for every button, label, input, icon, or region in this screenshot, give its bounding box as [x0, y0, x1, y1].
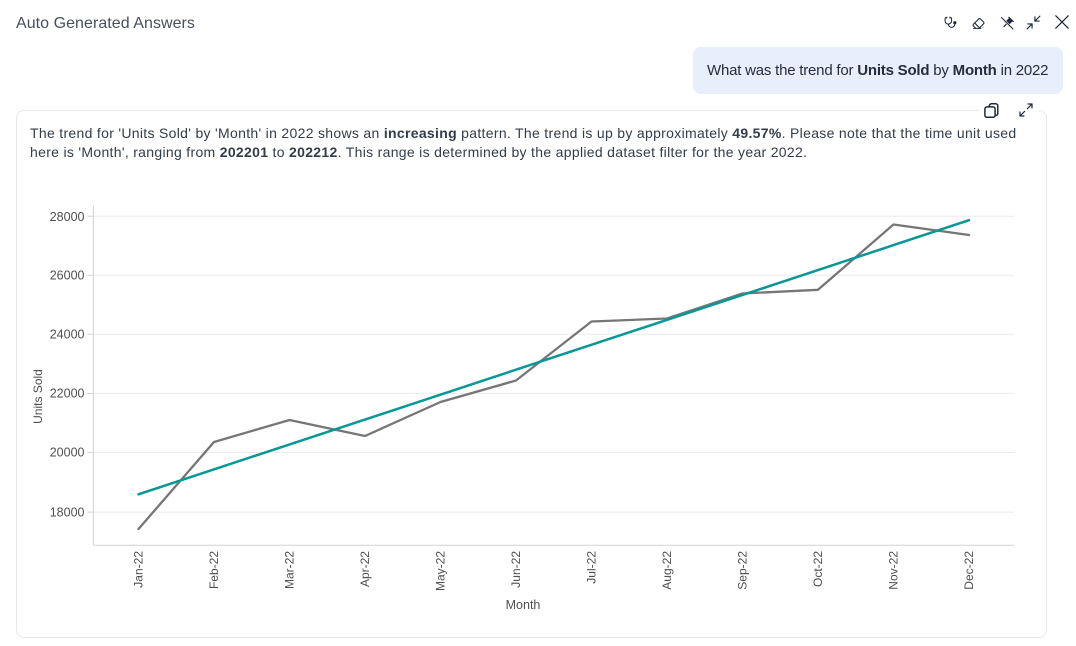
- svg-text:18000: 18000: [50, 505, 85, 519]
- svg-text:Nov-22: Nov-22: [887, 551, 901, 590]
- svg-text:26000: 26000: [50, 269, 85, 283]
- svg-text:24000: 24000: [50, 328, 85, 342]
- svg-text:20000: 20000: [50, 446, 85, 460]
- svg-text:Month: Month: [506, 598, 541, 612]
- svg-text:Dec-22: Dec-22: [962, 551, 976, 590]
- svg-text:Mar-22: Mar-22: [283, 551, 297, 589]
- svg-text:Jan-22: Jan-22: [132, 551, 146, 588]
- svg-text:Feb-22: Feb-22: [207, 551, 221, 589]
- svg-text:Sep-22: Sep-22: [736, 551, 750, 590]
- svg-text:Apr-22: Apr-22: [358, 551, 372, 587]
- svg-text:28000: 28000: [50, 210, 85, 224]
- svg-text:Aug-22: Aug-22: [660, 551, 674, 590]
- svg-text:Jun-22: Jun-22: [509, 551, 523, 588]
- svg-text:Jul-22: Jul-22: [585, 551, 599, 584]
- svg-text:Oct-22: Oct-22: [811, 551, 825, 587]
- svg-text:Units Sold: Units Sold: [31, 369, 45, 424]
- svg-text:22000: 22000: [50, 387, 85, 401]
- svg-text:May-22: May-22: [434, 551, 448, 591]
